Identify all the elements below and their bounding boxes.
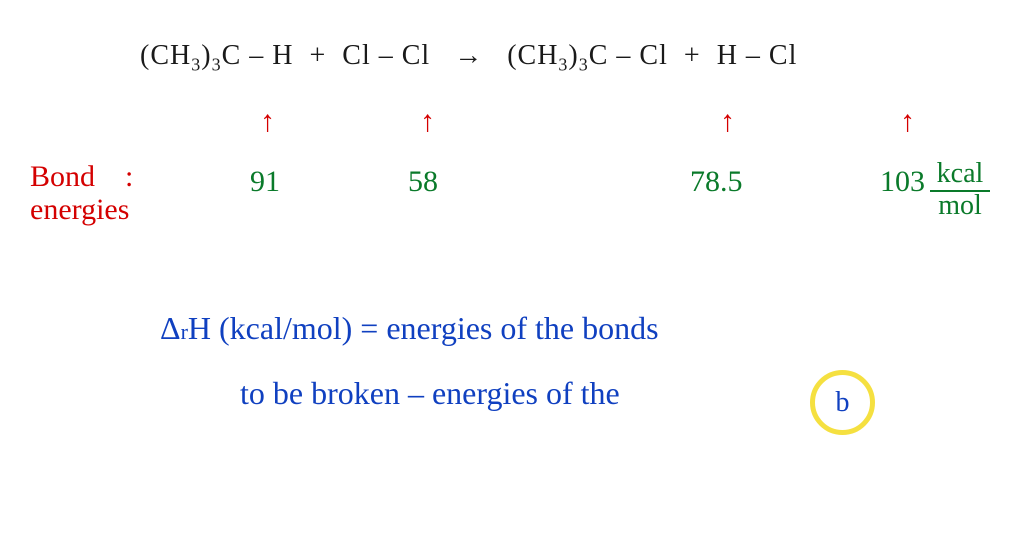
arrow-up-2: ↑: [420, 105, 435, 139]
arrow-up-4: ↑: [900, 105, 915, 139]
bond-energy-unit: kcal mol: [930, 160, 990, 220]
unit-bot: mol: [938, 190, 982, 221]
product-1: (CH3)3C – Cl: [507, 40, 668, 71]
product-2: H – Cl: [717, 40, 798, 71]
enthalpy-formula-line2: to be broken – energies of the: [240, 375, 620, 412]
bond-energy-4: 103: [880, 165, 925, 199]
yellow-circle-highlight: b: [810, 370, 875, 435]
enthalpy-formula-line1: ΔrH (kcal/mol) = energies of the bonds: [160, 310, 659, 347]
bond-label-line1: Bond: [30, 160, 95, 193]
delta-symbol: Δ: [160, 310, 181, 346]
formula-text-1: H (kcal/mol) = energies of the bonds: [188, 310, 659, 346]
reaction-arrow: →: [454, 40, 483, 71]
arrow-up-3: ↑: [720, 105, 735, 139]
reactant-2: Cl – Cl: [342, 40, 430, 71]
unit-top: kcal: [937, 158, 984, 189]
reactant-1: (CH3)3C – H: [140, 40, 293, 71]
bond-label-line2: energies: [30, 193, 129, 226]
arrow-up-1: ↑: [260, 105, 275, 139]
bond-energies-label: Bond : energies: [30, 160, 133, 226]
r-subscript: r: [181, 319, 188, 344]
bond-energy-3: 78.5: [690, 165, 743, 199]
bond-energy-2: 58: [408, 165, 438, 199]
reaction-equation: (CH3)3C – H + Cl – Cl → (CH3)3C – Cl + H…: [140, 40, 797, 76]
formula-text-2: to be broken – energies of the: [240, 375, 620, 411]
circled-letter: b: [836, 387, 850, 419]
bond-energy-1: 91: [250, 165, 280, 199]
plus-1: +: [309, 40, 326, 71]
bond-label-colon: :: [125, 160, 133, 193]
plus-2: +: [684, 40, 701, 71]
